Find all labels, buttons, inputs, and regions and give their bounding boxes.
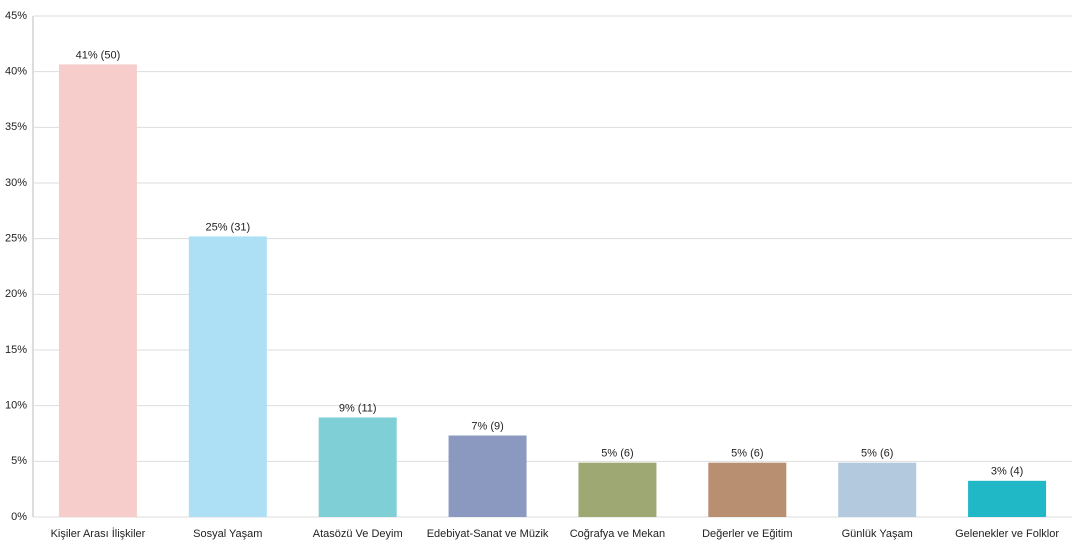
y-tick-label: 25% — [5, 233, 27, 245]
y-tick-label: 20% — [5, 288, 27, 300]
x-tick-label: Kişiler Arası İlişkiler — [51, 527, 146, 540]
x-tick-label: Gelenekler ve Folklor — [955, 528, 1059, 540]
x-tick-label: Edebiyat-Sanat ve Müzik — [427, 528, 549, 540]
bar — [58, 64, 137, 518]
x-tick-label: Coğrafya ve Mekan — [570, 528, 665, 540]
data-label: 41% (50) — [76, 49, 121, 61]
bar — [318, 417, 397, 517]
y-tick-label: 5% — [11, 455, 27, 467]
bar — [188, 236, 267, 517]
x-tick-label: Atasözü Ve Deyim — [313, 528, 403, 540]
data-label: 5% (6) — [601, 448, 633, 460]
data-label: 9% (11) — [339, 402, 377, 414]
bar — [708, 462, 787, 517]
x-tick-label: Günlük Yaşam — [842, 528, 913, 540]
y-tick-label: 0% — [11, 511, 27, 523]
bar — [838, 462, 917, 517]
y-tick-label: 35% — [5, 121, 27, 133]
data-label: 5% (6) — [731, 448, 763, 460]
x-tick-label: Değerler ve Eğitim — [702, 528, 792, 540]
y-tick-label: 40% — [5, 66, 27, 78]
data-label: 3% (4) — [991, 466, 1023, 478]
bar — [448, 435, 527, 517]
data-label: 25% (31) — [205, 221, 250, 233]
data-label: 7% (9) — [471, 420, 503, 432]
bar — [968, 480, 1047, 517]
data-label: 5% (6) — [861, 448, 893, 460]
y-tick-label: 30% — [5, 177, 27, 189]
y-tick-label: 15% — [5, 344, 27, 356]
y-tick-label: 45% — [5, 10, 27, 22]
x-tick-label: Sosyal Yaşam — [193, 528, 262, 540]
bar — [578, 462, 657, 517]
y-tick-label: 10% — [5, 400, 27, 412]
